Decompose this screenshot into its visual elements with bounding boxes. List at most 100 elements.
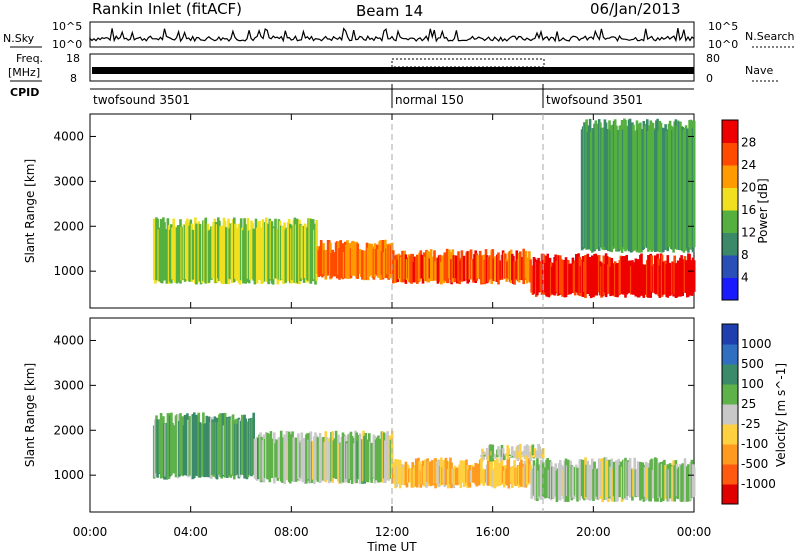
freq-band-1 [92,67,392,74]
colorbar-tick-label: 1000 [741,337,772,351]
heatmap-cell [692,467,696,496]
heatmap-cell [528,451,531,456]
x-axis: 00:00 04:00 08:00 12:00 16:00 20:00 00:00 [73,114,712,539]
cpid-segment-label: twofsound 3501 [546,93,643,107]
heatmap-cell [520,455,523,458]
freq-trace [92,58,694,74]
heatmap-cell [483,455,487,457]
colorbar-swatch [722,232,738,256]
station-title: Rankin Inlet (fitACF) [92,0,242,18]
colorbar-swatch [722,324,738,345]
nave-tick-top: 80 [706,52,720,65]
noise-tick-bottom-right: 10^0 [708,38,738,51]
noise-tick-top-right: 10^5 [708,20,738,33]
power-cbar-label: Power [dB] [756,178,770,243]
colorbar-swatch [722,484,738,505]
date-title: 06/Jan/2013 [590,0,681,18]
colorbar-swatch [722,444,738,465]
heatmap-cell [536,456,539,460]
heatmap-cell [692,120,696,248]
y-tick-label: 4000 [53,333,84,347]
power-heatmap [152,114,696,308]
colorbar-swatch [722,120,738,143]
colorbar-swatch [722,364,738,385]
y-tick-label: 1000 [53,468,84,482]
freq-tick-bottom: 8 [70,72,77,85]
noise-trace [89,27,695,43]
freq-label-2: [MHz] [8,66,40,79]
heatmap-cell [527,445,530,458]
nsearch-label: N.Search [745,30,795,43]
power-ylabel: Slant Range [km] [23,159,37,263]
colorbar-tick-label: 24 [741,158,756,172]
heatmap-cell [509,456,513,458]
colorbar-frame [721,119,739,301]
nave-tick-bottom: 0 [706,72,713,85]
cpid-label: CPID [10,86,39,99]
x-tick-label: 16:00 [475,525,510,539]
noise-tick-top-left: 10^5 [52,20,82,33]
heatmap-cell [538,446,541,459]
colorbar-swatch [722,464,738,485]
colorbar-swatch [722,404,738,425]
cpid-segment-label: normal 150 [395,93,464,107]
freq-band-3 [544,67,694,74]
beam-title: Beam 14 [356,2,423,20]
colorbar-tick-label: -25 [741,417,761,431]
colorbar-tick-label: 16 [741,203,756,217]
colorbar-swatch [722,384,738,405]
noise-line [89,27,695,43]
heatmap-cell [524,455,528,460]
x-axis-label: Time UT [366,540,417,554]
colorbar-tick-label: 4 [741,271,749,285]
freq-tick-top: 18 [66,52,80,65]
colorbar-swatch [722,142,738,166]
freq-label-1: Freq. [16,52,43,65]
x-tick-label: 00:00 [677,525,712,539]
velocity-cbar-label: Velocity [m s^-1] [774,363,788,467]
x-tick-label: 20:00 [576,525,611,539]
x-tick-label: 00:00 [73,525,108,539]
nave-trace [391,58,545,68]
cpid-segment-label: twofsound 3501 [93,93,190,107]
heatmap-cell [519,443,522,460]
colorbar-tick-label: -500 [741,457,768,471]
colorbar-swatch [722,187,738,211]
heatmap-cell [507,448,511,456]
heatmap-cell [511,446,514,457]
colorbar-tick-label: -100 [741,437,768,451]
nave-label: Nave [745,64,773,77]
cpid-row: twofsound 3501 normal 150 twofsound 3501 [93,84,643,108]
nsky-label: N.Sky [3,32,35,45]
colorbar-swatch [722,165,738,188]
x-tick-label: 08:00 [274,525,309,539]
noise-tick-bottom-left: 10^0 [52,38,82,51]
colorbar-tick-label: 8 [741,248,749,262]
heatmap-cell [529,454,532,462]
colorbar-tick-label: 28 [741,136,756,150]
colorbar-swatch [722,277,738,301]
heatmap-cell [692,260,696,292]
freq-band-2 [392,67,544,74]
heatmap-cell [531,444,535,456]
velocity-ylabel: Slant Range [km] [23,363,37,467]
colorbar-tick-label: 20 [741,181,756,195]
noise-strip-frame [89,21,695,48]
colorbar-tick-label: 100 [741,377,764,391]
y-tick-label: 3000 [53,174,84,188]
y-tick-label: 1000 [53,264,84,278]
power-y-axis: 1000 2000 3000 4000 [53,129,694,278]
heatmap-cell [491,444,495,462]
y-tick-label: 2000 [53,423,84,437]
colorbar-swatch [722,344,738,365]
velocity-y-axis: 1000 2000 3000 4000 [53,333,694,482]
velocity-colorbar: 1000 500 100 25 -25 -100 -500 -1000 [721,323,776,505]
x-tick-label: 12:00 [375,525,410,539]
heatmap-cell [508,454,512,456]
heatmap-cell [523,445,527,459]
colorbar-swatch [722,255,738,278]
heatmap-cell [535,450,538,457]
velocity-heatmap [152,318,696,512]
y-tick-label: 3000 [53,378,84,392]
